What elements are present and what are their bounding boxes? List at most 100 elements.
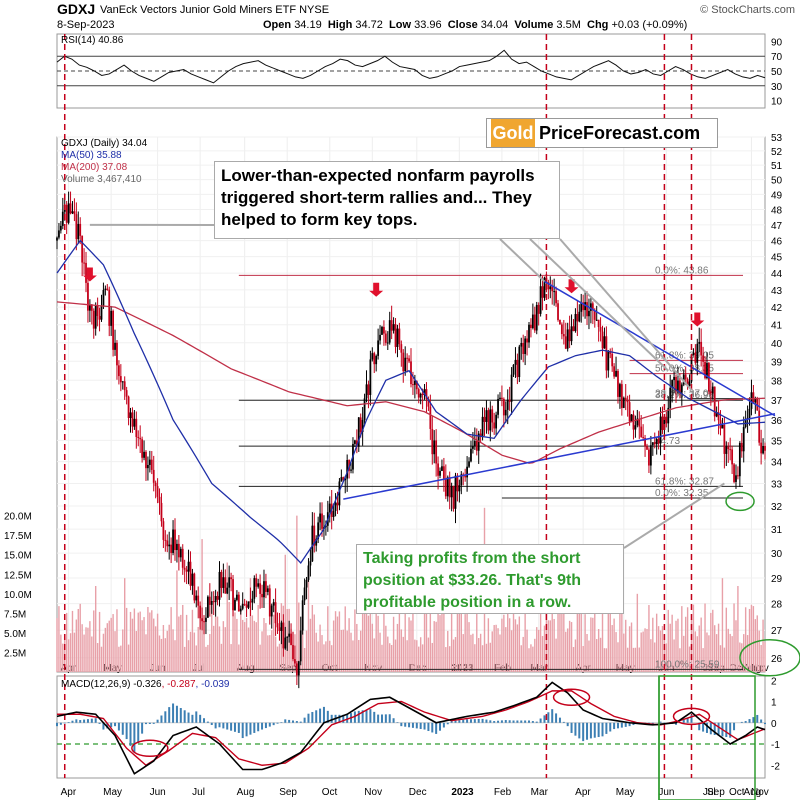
macd-histogram-bar <box>411 722 414 728</box>
candle-body <box>489 409 492 431</box>
candle-body <box>586 302 588 317</box>
volume-bar <box>539 562 542 672</box>
candle-body <box>404 357 407 372</box>
candle-body <box>208 596 211 605</box>
volume-bar <box>278 643 281 672</box>
volume-bar <box>139 611 141 672</box>
candle-body <box>100 305 103 320</box>
month-label-bottom: Nov <box>364 787 382 798</box>
candle-body <box>483 416 486 422</box>
candle-body <box>686 379 689 387</box>
candle-body <box>678 380 681 393</box>
candle-body <box>206 596 209 618</box>
volume-bar <box>307 570 310 672</box>
volume-bar <box>452 639 455 672</box>
macd-histogram-bar <box>377 714 380 723</box>
candle-body <box>593 310 596 320</box>
candle-body <box>58 230 60 238</box>
volume-bar <box>226 562 228 672</box>
candle-body <box>83 262 85 264</box>
volume-bar <box>706 632 708 672</box>
candle-body <box>638 418 641 427</box>
month-label-bottom: Sep <box>707 787 725 798</box>
volume-bar <box>108 620 110 672</box>
macd-histogram-bar <box>276 722 279 724</box>
candle-body <box>551 286 554 292</box>
macd-histogram-bar <box>187 712 190 723</box>
price-axis-tick: 35 <box>771 436 783 447</box>
month-label-bottom: Nov <box>751 787 769 798</box>
candle-body <box>239 608 242 612</box>
macd-histogram-bar <box>574 722 577 736</box>
volume-bar <box>205 646 207 672</box>
macd-histogram-bar <box>75 719 78 723</box>
candle-body <box>228 577 231 588</box>
macd-legend-signal: , -0.287 <box>161 679 196 690</box>
volume-bar <box>702 648 704 672</box>
volume-bar <box>530 644 532 672</box>
volume-bar <box>584 614 586 672</box>
low-value: 33.96 <box>414 19 442 31</box>
legend-ma50: MA(50) 35.88 <box>61 150 122 161</box>
rsi-axis-tick: 30 <box>771 82 783 93</box>
candle-body <box>307 565 310 580</box>
volume-bar <box>332 620 335 672</box>
candle-body <box>112 310 114 350</box>
fib-level-label: 100.0%: 25.59 <box>655 659 720 670</box>
candle-body <box>460 474 463 486</box>
volume-bar <box>762 619 764 672</box>
candle-body <box>727 446 730 450</box>
volume-bar <box>71 610 74 672</box>
volume-bar <box>110 617 112 672</box>
candle-body <box>651 442 654 446</box>
candle-body <box>570 326 573 342</box>
volume-bar <box>491 631 493 672</box>
volume-bar <box>684 616 687 672</box>
macd-histogram-bar <box>423 722 426 730</box>
month-label-top: Nov <box>364 663 382 674</box>
volume-bar <box>373 638 375 672</box>
candle-body <box>582 302 585 311</box>
fib-level-label: 61.8%: 32.87 <box>655 476 714 487</box>
macd-cross-circle <box>131 739 169 757</box>
candle-body <box>597 319 600 328</box>
rsi-axis-tick: 10 <box>771 97 783 108</box>
month-label-bottom: Jul <box>192 787 205 798</box>
macd-histogram-bar <box>439 722 442 731</box>
candle-body <box>303 587 306 601</box>
macd-histogram-bar <box>67 722 70 723</box>
volume-bar <box>659 630 662 672</box>
volume-bar <box>437 606 439 672</box>
volume-bar <box>69 633 72 672</box>
month-label-bottom: Jun <box>658 787 674 798</box>
candle-body <box>114 342 116 350</box>
candle-body <box>495 414 498 429</box>
volume-bar <box>143 617 145 672</box>
volume-bar <box>485 643 488 672</box>
price-axis-tick: 52 <box>771 147 783 158</box>
candle-body <box>584 302 586 311</box>
candle-body <box>472 446 474 449</box>
candle-body <box>762 445 764 454</box>
candle-body <box>504 409 507 416</box>
candle-body <box>406 357 409 359</box>
macd-histogram-bar <box>280 722 283 723</box>
candle-body <box>677 380 679 391</box>
candle-body <box>433 440 436 455</box>
macd-histogram-bar <box>214 722 217 729</box>
candle-body <box>237 594 240 612</box>
candle-body <box>603 336 606 349</box>
macd-histogram-bar <box>261 722 264 730</box>
volume-bar <box>222 621 225 672</box>
volume-bar <box>503 614 505 672</box>
candle-body <box>253 578 256 599</box>
volume-bar <box>528 648 530 672</box>
candle-body <box>607 351 610 371</box>
month-label-bottom: May <box>103 787 122 798</box>
candle-body <box>555 291 557 304</box>
candle-body <box>309 561 312 566</box>
candle-body <box>185 569 188 572</box>
volume-bar <box>166 630 168 672</box>
ma50-line <box>56 239 766 565</box>
volume-bar <box>673 639 675 672</box>
